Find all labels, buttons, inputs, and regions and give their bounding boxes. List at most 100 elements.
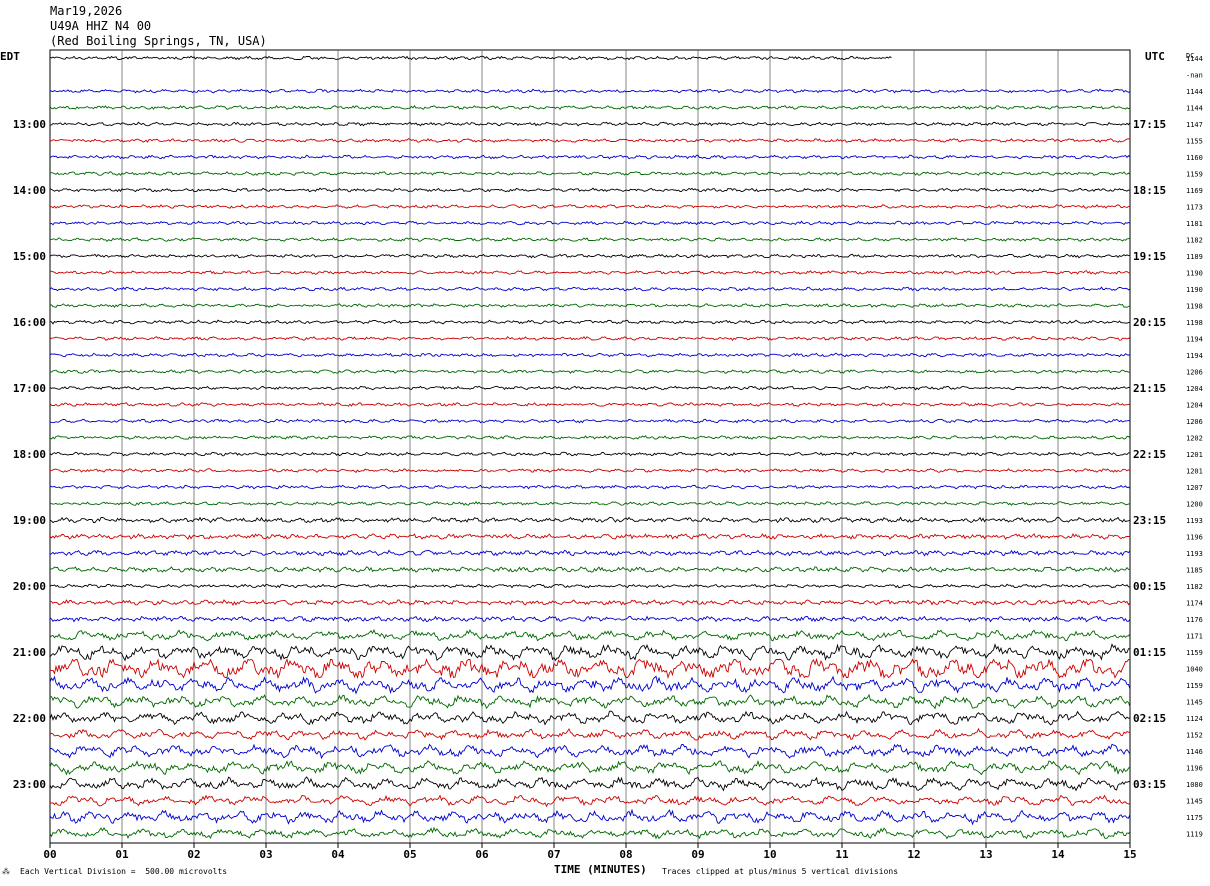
trace-row <box>49 418 1131 424</box>
dc-value: 1155 <box>1186 138 1203 146</box>
dc-value: 1159 <box>1186 171 1203 179</box>
trace-row <box>49 253 1131 259</box>
dc-value: 1147 <box>1186 121 1203 129</box>
dc-value: 1145 <box>1186 699 1203 707</box>
dc-value: 1171 <box>1186 633 1203 641</box>
left-hour-label: 22:00 <box>13 712 46 725</box>
x-tick-label: 10 <box>763 848 776 861</box>
trace-row <box>49 628 1131 642</box>
dc-value: 1159 <box>1186 682 1203 690</box>
trace-row <box>50 566 1131 573</box>
left-hour-label: 20:00 <box>13 580 46 593</box>
trace-row <box>49 55 892 61</box>
trace-row <box>49 402 1131 407</box>
header-location: (Red Boiling Springs, TN, USA) <box>50 34 267 48</box>
minute-grid <box>49 49 1131 848</box>
x-tick-label: 07 <box>547 848 560 861</box>
header-station: U49A HHZ N4 00 <box>50 19 152 33</box>
trace-row <box>49 435 1131 440</box>
trace-row <box>49 319 1131 325</box>
dc-value: 1201 <box>1186 451 1203 459</box>
dc-value: 1145 <box>1186 798 1203 806</box>
x-tick-label: 00 <box>43 848 56 861</box>
right-hour-label: 17:15 <box>1133 118 1166 131</box>
x-tick-label: 12 <box>907 848 920 861</box>
seismic-traces <box>49 55 1131 840</box>
x-tick-label: 14 <box>1051 848 1065 861</box>
dc-value: 1185 <box>1186 567 1203 575</box>
trace-row <box>49 138 1131 144</box>
trace-row <box>49 484 1131 490</box>
dc-value: 1040 <box>1186 666 1203 674</box>
dc-value: 1200 <box>1186 501 1203 509</box>
vertical-division-note: Each Vertical Division = 500.00 microvol… <box>20 867 228 876</box>
left-hour-label: 13:00 <box>13 118 46 131</box>
x-tick-label: 04 <box>331 848 345 861</box>
right-hour-label: 19:15 <box>1133 250 1166 263</box>
trace-row <box>49 743 1131 760</box>
trace-row <box>49 237 1131 242</box>
dc-value: 1207 <box>1186 484 1203 492</box>
right-axis-label: UTC <box>1145 50 1165 63</box>
dc-value: 1196 <box>1186 765 1203 773</box>
trace-row <box>49 369 1131 374</box>
dc-value: 1174 <box>1186 600 1203 608</box>
trace-row <box>49 385 1131 391</box>
dc-value: 1175 <box>1186 814 1203 822</box>
trace-row <box>49 336 1131 341</box>
left-hour-label: 21:00 <box>13 646 46 659</box>
dc-value: 1173 <box>1186 204 1203 212</box>
x-axis-title: TIME (MINUTES) <box>554 863 647 876</box>
x-tick-label: 02 <box>187 848 200 861</box>
dc-value: 1181 <box>1186 220 1203 228</box>
dc-value: 1204 <box>1186 385 1203 393</box>
trace-row <box>49 776 1131 792</box>
left-hour-label: 19:00 <box>13 514 46 527</box>
trace-row <box>49 615 1131 623</box>
dc-value: 1206 <box>1186 418 1203 426</box>
left-hour-label: 17:00 <box>13 382 46 395</box>
trace-row <box>49 220 1131 226</box>
trace-row <box>49 105 1131 111</box>
right-hour-label: 00:15 <box>1133 580 1166 593</box>
x-tick-label: 15 <box>1123 848 1136 861</box>
dc-value: 1206 <box>1186 369 1203 377</box>
dc-value: 1190 <box>1186 286 1203 294</box>
x-tick-label: 08 <box>619 848 632 861</box>
trace-row <box>49 599 1131 606</box>
right-hour-label: 22:15 <box>1133 448 1166 461</box>
x-tick-label: 01 <box>115 848 129 861</box>
right-hour-label: 23:15 <box>1133 514 1166 527</box>
trace-row <box>49 270 1131 275</box>
dc-value: 1204 <box>1186 402 1203 410</box>
left-hour-label: 14:00 <box>13 184 46 197</box>
trace-row <box>49 352 1131 358</box>
dc-value: -nan <box>1186 72 1203 80</box>
right-hour-label: 01:15 <box>1133 646 1166 659</box>
trace-row <box>49 451 1131 457</box>
right-hour-label: 18:15 <box>1133 184 1166 197</box>
dc-value: 1159 <box>1186 649 1203 657</box>
dc-value: 1146 <box>1186 748 1203 756</box>
right-hour-label: 03:15 <box>1133 778 1166 791</box>
dc-value: 1193 <box>1186 550 1203 558</box>
left-hour-label: 18:00 <box>13 448 46 461</box>
trace-row <box>49 501 1131 506</box>
dc-value: 1144 <box>1186 55 1203 63</box>
trace-row <box>49 808 1131 826</box>
trace-row <box>49 516 1131 524</box>
trace-row <box>49 643 1131 662</box>
left-axis-label: EDT <box>0 50 20 63</box>
trace-row <box>49 693 1131 710</box>
dc-value: 1198 <box>1186 319 1203 327</box>
trace-row <box>49 303 1131 308</box>
trace-row <box>49 675 1131 695</box>
x-tick-label: 09 <box>691 848 704 861</box>
dc-value: 1182 <box>1186 237 1203 245</box>
trace-row <box>49 204 1131 209</box>
dc-value: 1152 <box>1186 732 1203 740</box>
dc-value: 1194 <box>1186 352 1203 360</box>
x-tick-label: 13 <box>979 848 992 861</box>
trace-row <box>49 549 1131 557</box>
